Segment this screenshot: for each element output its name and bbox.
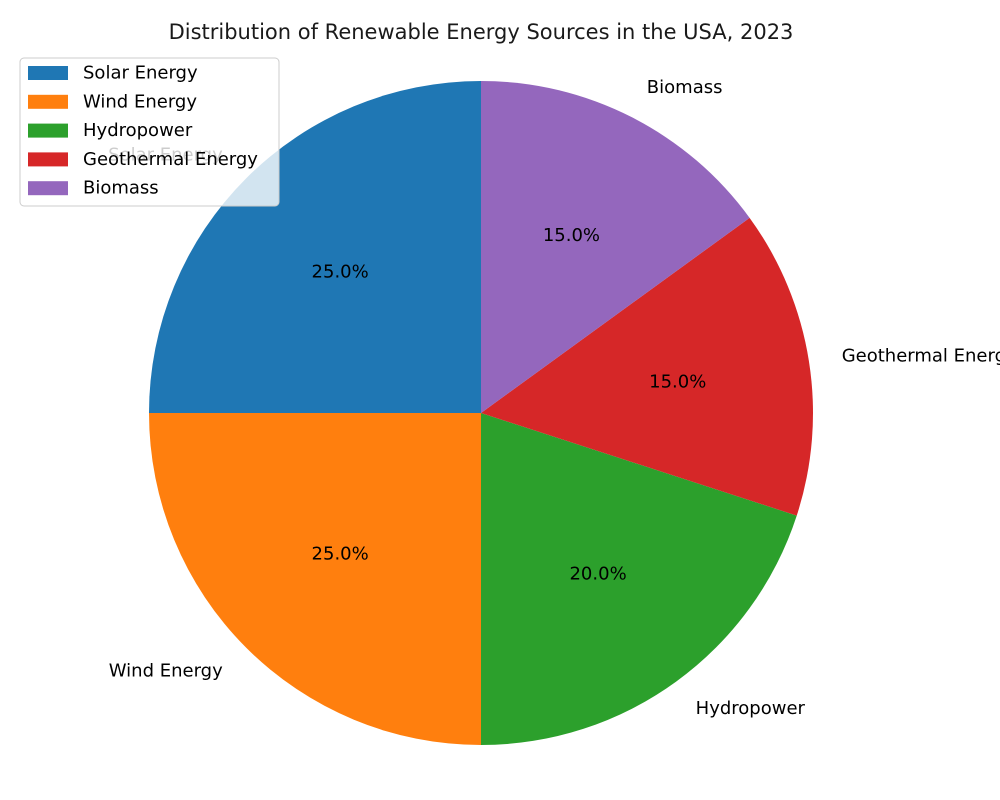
legend-swatch-hydropower	[28, 123, 68, 138]
legend-swatch-solar-energy	[28, 66, 68, 80]
legend-swatch-wind-energy	[28, 94, 68, 109]
legend-label-wind-energy: Wind Energy	[83, 91, 197, 112]
legend-frame	[19, 57, 280, 207]
slice-label-biomass: Biomass	[647, 77, 723, 98]
pie-slice-solar-energy	[149, 81, 481, 413]
slice-percent-biomass: 15.0%	[543, 225, 600, 246]
legend-swatch-geothermal-energy	[28, 152, 68, 167]
pie-slice-biomass	[481, 81, 750, 413]
legend: Solar Energy Wind Energy Hydropower Geother…	[19, 57, 280, 207]
slice-percent-wind-energy: 25.0%	[312, 543, 369, 564]
pie-slice-geothermal-energy	[481, 217, 813, 516]
slice-percent-geothermal-energy: 15.0%	[649, 371, 706, 392]
pie-slice-hydropower	[481, 413, 797, 745]
legend-label-hydropower: Hydropower	[83, 120, 193, 141]
slice-label-wind-energy: Wind Energy	[109, 661, 223, 682]
slice-percent-solar-energy: 25.0%	[312, 262, 369, 283]
legend-label-geothermal-energy: Geothermal Energy	[83, 149, 258, 170]
slice-label-geothermal-energy: Geothermal Energy	[842, 345, 1000, 366]
chart-title: Distribution of Renewable Energy Sources…	[169, 20, 794, 44]
pie-slice-wind-energy	[149, 413, 481, 745]
legend-label-biomass: Biomass	[83, 178, 159, 199]
legend-swatch-biomass	[28, 181, 68, 196]
legend-items: Solar Energy Wind Energy Hydropower Geother…	[28, 63, 258, 199]
percent-labels: 25.0% 25.0% 20.0% 15.0% 15.0%	[312, 225, 707, 585]
slice-percent-hydropower: 20.0%	[569, 564, 626, 585]
slice-label-hydropower: Hydropower	[696, 698, 806, 719]
pie-slices	[149, 81, 813, 745]
legend-label-solar-energy: Solar Energy	[83, 63, 198, 84]
